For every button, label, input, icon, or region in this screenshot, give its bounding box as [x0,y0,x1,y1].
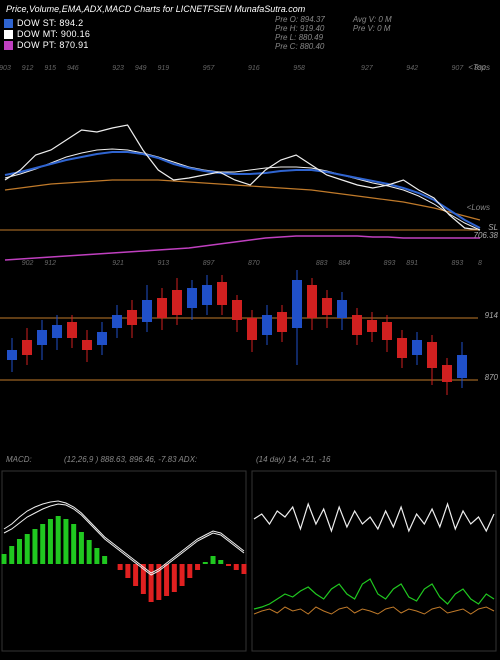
svg-text:897: 897 [203,260,216,267]
svg-text:912: 912 [44,260,56,267]
svg-text:949: 949 [135,65,147,72]
svg-text:893: 893 [384,260,396,267]
adx-label: (14 day) 14, +21, -16 [256,455,331,464]
svg-text:907: 907 [452,65,465,72]
legend-swatch [4,19,13,28]
stat-open: Pre O: 894.37 [275,15,325,24]
stat-avgv: Avg V: 0 M [353,15,392,24]
macd-label: MACD: [6,455,32,464]
svg-text:946: 946 [67,65,79,72]
svg-text:942: 942 [406,65,418,72]
legend-swatch [4,30,13,39]
svg-text:<Lows: <Lows [467,203,490,212]
legend-label: DOW MT: 900.16 [17,29,90,39]
macd-panel: MACD: (12,26,9 ) 888.63, 896.46, -7.83 A… [0,455,250,655]
svg-text:913: 913 [157,260,169,267]
svg-text:912: 912 [22,65,34,72]
adx-panel: (14 day) 14, +21, -16 [250,455,500,655]
legend-item-pt: DOW PT: 870.91 [4,40,90,50]
stat-high: Pre H: 919.40 [275,24,325,33]
svg-text:870: 870 [485,373,499,382]
svg-text:891: 891 [406,260,418,267]
stat-low: Pre L: 880.49 [275,33,325,42]
legend-item-st: DOW ST: 894.2 [4,18,90,28]
stat-close: Pre C: 880.40 [275,42,325,51]
svg-text:921: 921 [112,260,124,267]
chart-title: Price,Volume,EMA,ADX,MACD Charts for LIC… [6,4,305,14]
price-chart: 903 912 915 946 923 949 919 957 916 958 927 942 907 8… [0,60,500,440]
svg-text:916: 916 [248,65,260,72]
svg-text:919: 919 [157,65,169,72]
svg-text:902: 902 [22,260,34,267]
svg-text:927: 927 [361,65,374,72]
legend-label: DOW PT: 870.91 [17,40,89,50]
svg-text:<Tops: <Tops [468,63,490,72]
svg-text:903: 903 [0,65,11,72]
macd-values: (12,26,9 ) 888.63, 896.46, -7.83 ADX: [64,455,197,464]
ohlc-stats: Pre O: 894.37 Avg V: 0 M Pre H: 919.40 P… [275,15,392,51]
svg-text:8: 8 [478,260,482,267]
macd-chart [0,469,250,654]
svg-text:884: 884 [338,260,350,267]
svg-text:914: 914 [485,311,499,320]
svg-text:923: 923 [112,65,124,72]
svg-text:706.38: 706.38 [474,231,499,240]
legend-label: DOW ST: 894.2 [17,18,83,28]
svg-text:870: 870 [248,260,260,267]
stat-prev: Pre V: 0 M [353,24,392,33]
svg-text:893: 893 [452,260,464,267]
legend-swatch [4,41,13,50]
svg-text:958: 958 [293,65,305,72]
legend-item-mt: DOW MT: 900.16 [4,29,90,39]
adx-chart [250,469,500,654]
svg-text:957: 957 [203,65,216,72]
legend: DOW ST: 894.2 DOW MT: 900.16 DOW PT: 870… [4,18,90,51]
svg-text:883: 883 [316,260,328,267]
svg-text:915: 915 [44,65,56,72]
